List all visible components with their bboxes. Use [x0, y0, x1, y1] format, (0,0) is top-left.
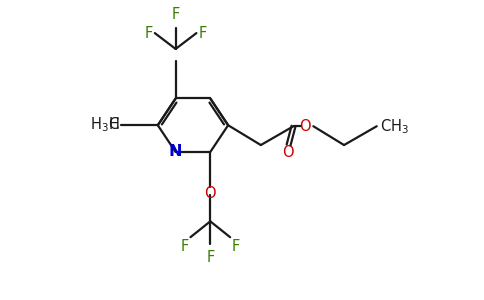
- Text: F: F: [206, 250, 214, 265]
- Text: N: N: [169, 145, 182, 160]
- Text: F: F: [180, 239, 188, 254]
- Text: $\mathregular{H_3C}$: $\mathregular{H_3C}$: [90, 115, 119, 134]
- Text: O: O: [204, 186, 216, 201]
- Text: O: O: [300, 119, 311, 134]
- Text: F: F: [198, 26, 207, 40]
- Text: F: F: [145, 26, 153, 40]
- Text: F: F: [171, 7, 180, 22]
- Text: $\mathregular{CH_3}$: $\mathregular{CH_3}$: [380, 117, 408, 136]
- Text: F: F: [232, 239, 241, 254]
- Text: H: H: [108, 117, 119, 132]
- Text: O: O: [282, 146, 293, 160]
